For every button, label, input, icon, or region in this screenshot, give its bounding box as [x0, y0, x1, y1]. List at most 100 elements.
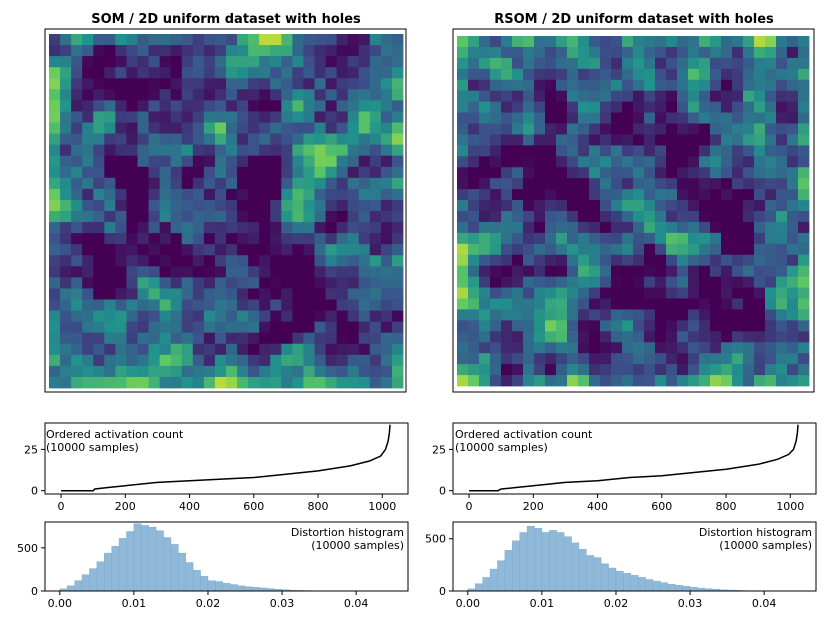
- heatmap-cell: [270, 266, 282, 278]
- heatmap-cell: [490, 265, 502, 278]
- heatmap-cell: [347, 155, 360, 168]
- heatmap-cell: [380, 376, 393, 389]
- heatmap-cell: [391, 199, 404, 212]
- heatmap-cell: [655, 68, 667, 81]
- heatmap-cell: [600, 287, 612, 299]
- heatmap-cell: [710, 36, 722, 48]
- heatmap-cell: [523, 79, 535, 92]
- heatmap-cell: [468, 156, 480, 168]
- heatmap-cell: [644, 178, 656, 190]
- heatmap-cell: [490, 211, 502, 223]
- heatmap-cell: [677, 167, 689, 179]
- heatmap-cell: [226, 365, 238, 378]
- heatmap-cell: [380, 144, 393, 157]
- heatmap-cell: [699, 57, 711, 70]
- heatmap-cell: [137, 321, 149, 334]
- heatmap-cell: [754, 112, 766, 124]
- heatmap-cell: [391, 266, 404, 278]
- heatmap-cell: [666, 90, 678, 103]
- heatmap-cell: [556, 68, 568, 81]
- heatmap-cell: [281, 321, 293, 334]
- heatmap-cell: [457, 90, 469, 103]
- heatmap-cell: [226, 166, 238, 179]
- heatmap-cell: [600, 298, 612, 310]
- heatmap-cell: [259, 100, 271, 112]
- heatmap-cell: [545, 145, 557, 157]
- histogram-bar: [178, 552, 186, 592]
- heatmap-cell: [347, 45, 360, 57]
- heatmap-cell: [148, 67, 161, 79]
- heatmap-cell: [126, 45, 138, 57]
- heatmap-cell: [633, 112, 645, 124]
- heatmap-cell: [391, 310, 404, 323]
- histogram-bar: [170, 544, 179, 592]
- heatmap-cell: [214, 144, 227, 157]
- heatmap-cell: [292, 321, 304, 334]
- histogram-bar: [126, 531, 135, 592]
- heatmap-cell: [600, 145, 612, 157]
- heatmap-cell: [523, 134, 535, 146]
- heatmap-cell: [721, 298, 733, 310]
- heatmap-cell: [314, 211, 326, 223]
- heatmap-cell: [270, 343, 282, 356]
- heatmap-cell: [281, 288, 293, 300]
- heatmap-cell: [545, 243, 557, 256]
- heatmap-cell: [203, 288, 216, 300]
- heatmap-cell: [732, 221, 744, 234]
- heatmap-cell: [545, 101, 557, 113]
- heatmap-cell: [93, 354, 105, 367]
- heatmap-cell: [248, 45, 260, 57]
- heatmap-cell: [490, 243, 502, 256]
- heatmap-cell: [336, 310, 349, 323]
- heatmap-cell: [732, 112, 744, 124]
- heatmap-cell: [523, 375, 535, 387]
- heatmap-cell: [347, 321, 360, 334]
- heatmap-cell: [325, 233, 338, 245]
- heatmap-cell: [226, 376, 238, 389]
- heatmap-cell: [369, 199, 382, 212]
- heatmap-cell: [336, 266, 349, 278]
- heatmap-cell: [743, 112, 755, 124]
- heatmap-cell: [787, 320, 799, 332]
- heatmap-cell: [325, 244, 338, 256]
- heatmap-cell: [578, 79, 590, 92]
- heatmap-cell: [666, 36, 678, 48]
- heatmap-cell: [325, 89, 338, 101]
- heatmap-cell: [754, 298, 766, 310]
- heatmap-cell: [292, 365, 304, 378]
- heatmap-cell: [699, 342, 711, 354]
- heatmap-cell: [203, 166, 216, 179]
- heatmap-cell: [303, 233, 315, 245]
- heatmap-cell: [523, 331, 535, 343]
- heatmap-cell: [104, 133, 116, 146]
- histogram-bar: [563, 536, 572, 592]
- y-tick-label: 500: [425, 533, 446, 546]
- heatmap-cell: [787, 79, 799, 92]
- heatmap-cell: [578, 90, 590, 103]
- heatmap-cell: [303, 89, 315, 101]
- heatmap-cell: [721, 331, 733, 343]
- heatmap-cell: [578, 134, 590, 146]
- heatmap-cell: [512, 68, 524, 81]
- heatmap-cell: [192, 266, 205, 278]
- heatmap-cell: [743, 46, 755, 59]
- heatmap-cell: [567, 36, 579, 48]
- heatmap-cell: [534, 320, 546, 332]
- heatmap-cell: [589, 178, 601, 190]
- heatmap-cell: [534, 145, 546, 157]
- heatmap-cell: [237, 89, 249, 101]
- heatmap-cell: [523, 68, 535, 81]
- heatmap-cell: [159, 321, 172, 334]
- heatmap-cell: [633, 79, 645, 92]
- heatmap-cell: [512, 221, 524, 234]
- heatmap-cell: [743, 156, 755, 168]
- heatmap-cell: [93, 133, 105, 146]
- heatmap-cell: [479, 200, 491, 212]
- heatmap-cell: [336, 354, 349, 367]
- heatmap-cell: [490, 232, 502, 245]
- heatmap-cell: [589, 79, 601, 92]
- heatmap-cell: [49, 288, 61, 300]
- heatmap-cell: [666, 265, 678, 278]
- heatmap-cell: [523, 353, 535, 365]
- rsom-map-title: RSOM / 2D uniform dataset with holes: [494, 12, 774, 27]
